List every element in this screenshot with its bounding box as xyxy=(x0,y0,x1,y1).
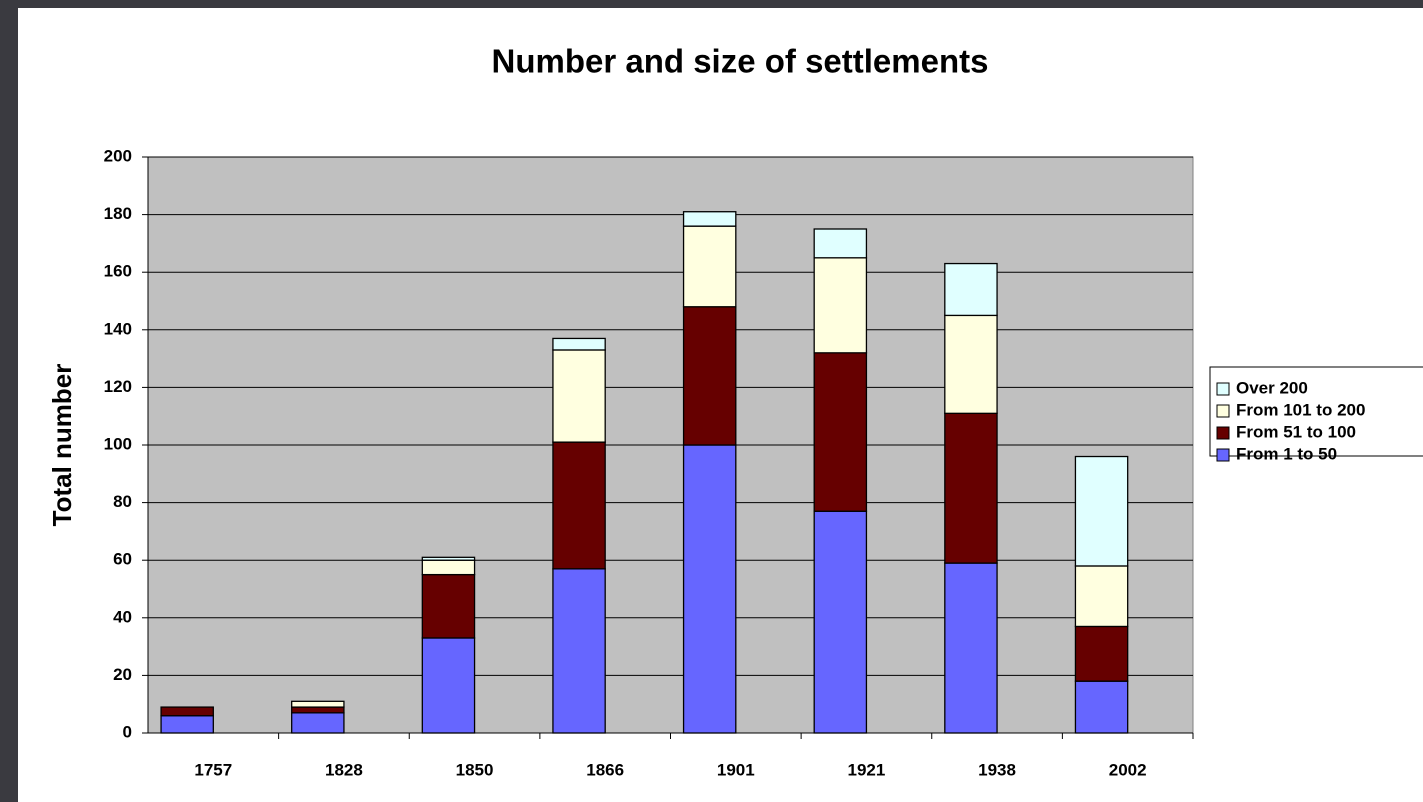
bar-segment xyxy=(682,306,737,446)
y-tick-label: 0 xyxy=(123,722,132,741)
bar-segment xyxy=(813,228,868,259)
bar-segment xyxy=(1074,625,1129,682)
legend-swatch xyxy=(1216,382,1230,396)
x-tick-label: 2002 xyxy=(1109,760,1147,779)
bar-segment xyxy=(552,568,606,734)
x-tick-label: 1757 xyxy=(194,760,232,779)
bar-segment xyxy=(682,211,737,227)
bar-segment xyxy=(1074,565,1129,628)
bar-segment xyxy=(552,349,606,443)
y-tick-label: 60 xyxy=(113,550,132,569)
legend-box xyxy=(1209,366,1423,457)
bar-segment xyxy=(552,441,606,570)
bar-segment xyxy=(291,700,345,708)
bar-segment xyxy=(944,412,998,564)
bar-segment xyxy=(421,637,476,734)
bar-segment xyxy=(813,352,868,512)
bar-segment xyxy=(421,573,476,639)
x-tick-label: 1828 xyxy=(325,760,363,779)
bar-segment xyxy=(291,712,345,734)
bar-segment xyxy=(682,444,737,734)
y-tick-label: 80 xyxy=(113,492,132,511)
bar-segment xyxy=(682,225,737,308)
y-tick-label: 200 xyxy=(104,146,132,165)
y-tick-label: 120 xyxy=(104,377,132,396)
bar-segment xyxy=(291,706,345,714)
y-tick-label: 20 xyxy=(113,665,132,684)
bar-segment xyxy=(1074,680,1129,734)
legend-swatch xyxy=(1216,448,1230,462)
x-tick-label: 1850 xyxy=(456,760,494,779)
bar-segment xyxy=(421,556,476,561)
bar-segment xyxy=(552,337,606,351)
y-tick-label: 160 xyxy=(104,262,132,281)
bar-segment xyxy=(160,715,214,734)
legend-label: From 51 to 100 xyxy=(1236,422,1356,441)
y-tick-label: 180 xyxy=(104,204,132,223)
bar-segment xyxy=(944,262,998,317)
x-tick-label: 1938 xyxy=(978,760,1016,779)
legend-label: From 1 to 50 xyxy=(1236,444,1337,463)
legend-swatch xyxy=(1216,404,1230,418)
bar-segment xyxy=(1074,455,1129,567)
bar-segment xyxy=(944,562,998,734)
bar-segment xyxy=(813,510,868,734)
legend-label: From 101 to 200 xyxy=(1236,400,1365,419)
y-tick-label: 140 xyxy=(104,319,132,338)
x-tick-label: 1921 xyxy=(848,760,886,779)
bar-segment xyxy=(944,314,998,414)
legend-label: Over 200 xyxy=(1236,378,1308,397)
y-tick-label: 40 xyxy=(113,607,132,626)
bar-segment xyxy=(160,706,214,717)
legend-swatch xyxy=(1216,426,1230,440)
x-tick-label: 1901 xyxy=(717,760,755,779)
y-tick-label: 100 xyxy=(104,434,132,453)
bar-segment xyxy=(813,257,868,354)
y-axis-label: Total number xyxy=(47,364,77,527)
x-tick-label: 1866 xyxy=(586,760,624,779)
bar-segment xyxy=(421,559,476,576)
chart-title: Number and size of settlements xyxy=(492,43,989,80)
